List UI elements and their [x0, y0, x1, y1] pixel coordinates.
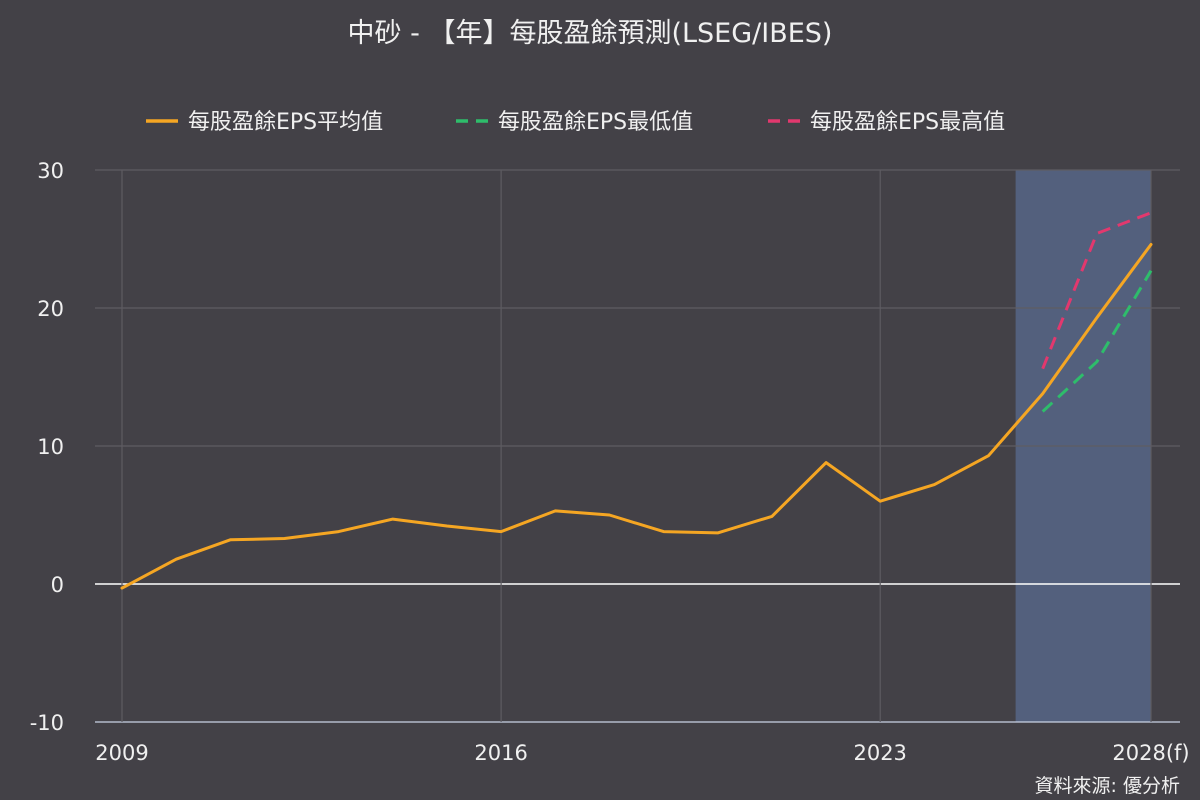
- x-tick-label: 2023: [853, 741, 906, 765]
- x-tick-label: 2016: [474, 741, 527, 765]
- y-tick-label: -10: [30, 711, 64, 735]
- legend-item-0: 每股盈餘EPS平均值: [146, 110, 383, 135]
- x-tick-label: 2028(f): [1112, 741, 1189, 765]
- y-tick-label: 20: [37, 297, 64, 321]
- series-line-2: [1041, 211, 1152, 370]
- y-tick-label: 10: [37, 435, 64, 459]
- legend-label: 每股盈餘EPS最高值: [810, 110, 1005, 135]
- legend-label: 每股盈餘EPS平均值: [188, 110, 383, 135]
- source-note: 資料來源: 優分析: [1035, 775, 1180, 797]
- y-tick-label: 30: [37, 159, 64, 183]
- series-line-0: [120, 243, 1153, 590]
- y-tick-label: 0: [51, 573, 64, 597]
- legend-item-1: 每股盈餘EPS最低值: [456, 110, 693, 135]
- series-line-1: [1041, 269, 1153, 413]
- legend-item-2: 每股盈餘EPS最高值: [768, 110, 1005, 135]
- x-tick-label: 2009: [95, 741, 148, 765]
- legend-label: 每股盈餘EPS最低值: [498, 110, 693, 135]
- chart-title: 中砂 - 【年】每股盈餘預測(LSEG/IBES): [348, 18, 833, 49]
